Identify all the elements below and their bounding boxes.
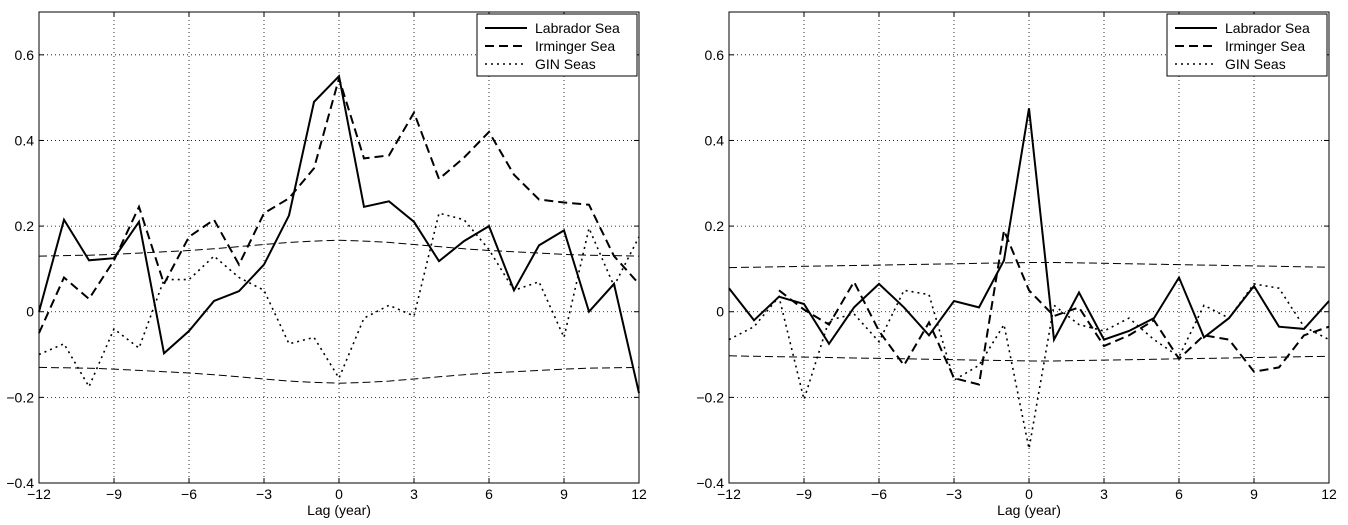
x-tick-label: 12 [631, 486, 647, 502]
x-tick-label: −3 [256, 486, 272, 502]
x-tick-label: −12 [717, 486, 741, 502]
legend-label: GIN Seas [535, 56, 596, 72]
x-tick-label: 0 [335, 486, 343, 502]
significance-band [38, 239, 640, 257]
legend-label: Irminger Sea [1225, 38, 1305, 54]
chart-panel-1: −12 −9 −6 −3 0 3 6 9 12 −0.4 −0.2 0 0.2 0.4 0.6 Lag (ye… [6, 11, 647, 518]
series-line-irminger-sea [778, 226, 1330, 386]
y-tick-label: 0.4 [15, 132, 35, 148]
x-tick-label: −3 [946, 486, 962, 502]
y-tick-label: 0.6 [705, 47, 725, 63]
y-tick-label: 0.6 [15, 47, 35, 63]
legend-label: GIN Seas [1225, 56, 1286, 72]
y-tick-label: −0.4 [6, 475, 34, 491]
legend-label: Labrador Sea [535, 20, 620, 36]
x-tick-label: −12 [27, 486, 51, 502]
x-tick-label: 12 [1321, 486, 1337, 502]
x-axis-label: Lag (year) [307, 502, 371, 518]
y-tick-label: −0.2 [6, 389, 34, 405]
legend-label: Irminger Sea [535, 38, 615, 54]
x-tick-label: 3 [410, 486, 418, 502]
y-tick-label: −0.4 [696, 475, 724, 491]
significance-band [728, 355, 1330, 362]
x-tick-label: −9 [106, 486, 122, 502]
significance-band [38, 366, 640, 384]
y-tick-label: 0.2 [705, 218, 725, 234]
x-tick-label: 6 [485, 486, 493, 502]
x-axis-label: Lag (year) [997, 502, 1061, 518]
x-tick-label: −6 [181, 486, 197, 502]
y-tick-label: 0.4 [705, 132, 725, 148]
y-tick-label: 0 [26, 304, 34, 320]
x-tick-label: −9 [796, 486, 812, 502]
x-tick-label: 3 [1100, 486, 1108, 502]
y-tick-label: 0.2 [15, 218, 35, 234]
x-tick-label: 9 [1250, 486, 1258, 502]
significance-band [728, 262, 1330, 269]
series-line-irminger-sea [38, 74, 640, 334]
y-tick-label: −0.2 [696, 389, 724, 405]
legend-label: Labrador Sea [1225, 20, 1310, 36]
series-line-labrador-sea [38, 74, 640, 394]
y-tick-label: 0 [716, 304, 724, 320]
x-tick-label: −6 [871, 486, 887, 502]
x-tick-label: 9 [560, 486, 568, 502]
series-line-labrador-sea [728, 108, 1330, 346]
x-tick-label: 0 [1025, 486, 1033, 502]
chart-panel-2: −12 −9 −6 −3 0 3 6 9 12 −0.4 −0.2 0 0.2 0.4 0.6 Lag (ye… [696, 11, 1337, 518]
x-tick-label: 6 [1175, 486, 1183, 502]
